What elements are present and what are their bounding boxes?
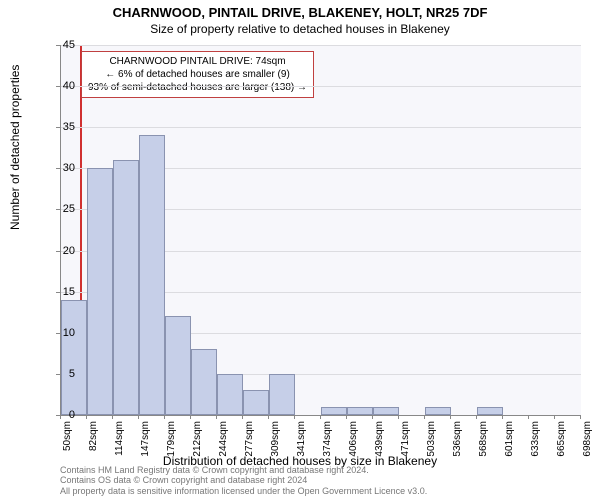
y-tick-label: 25 — [45, 203, 75, 215]
x-tick-mark — [138, 415, 139, 419]
y-tick-mark — [56, 292, 60, 293]
x-tick-mark — [294, 415, 295, 419]
x-tick-label: 503sqm — [426, 421, 437, 461]
x-tick-label: 82sqm — [88, 421, 99, 461]
x-tick-mark — [398, 415, 399, 419]
footer-attribution: Contains HM Land Registry data © Crown c… — [60, 465, 427, 497]
x-tick-mark — [528, 415, 529, 419]
x-tick-mark — [346, 415, 347, 419]
histogram-bar — [191, 349, 217, 415]
y-tick-mark — [56, 374, 60, 375]
histogram-bar — [87, 168, 113, 415]
footer-line3: All property data is sensitive informati… — [60, 486, 427, 497]
histogram-bar — [321, 407, 347, 415]
x-tick-label: 341sqm — [296, 421, 307, 461]
annotation-line3: 93% of semi-detached houses are larger (… — [88, 81, 307, 94]
x-tick-label: 212sqm — [192, 421, 203, 461]
x-tick-mark — [554, 415, 555, 419]
y-tick-mark — [56, 127, 60, 128]
y-tick-mark — [56, 45, 60, 46]
x-tick-mark — [580, 415, 581, 419]
x-tick-label: 244sqm — [218, 421, 229, 461]
x-tick-mark — [476, 415, 477, 419]
histogram-bar — [477, 407, 503, 415]
x-tick-label: 309sqm — [270, 421, 281, 461]
x-tick-label: 601sqm — [504, 421, 515, 461]
histogram-bar — [113, 160, 139, 415]
x-tick-mark — [450, 415, 451, 419]
y-axis-label: Number of detached properties — [8, 65, 22, 230]
x-tick-mark — [424, 415, 425, 419]
x-tick-label: 439sqm — [374, 421, 385, 461]
x-tick-mark — [164, 415, 165, 419]
x-tick-label: 277sqm — [244, 421, 255, 461]
x-tick-label: 633sqm — [530, 421, 541, 461]
y-tick-label: 30 — [45, 162, 75, 174]
x-tick-mark — [112, 415, 113, 419]
histogram-bar — [373, 407, 399, 415]
y-tick-mark — [56, 251, 60, 252]
x-tick-mark — [216, 415, 217, 419]
y-tick-mark — [56, 209, 60, 210]
x-tick-mark — [242, 415, 243, 419]
y-tick-label: 5 — [45, 368, 75, 380]
x-tick-label: 665sqm — [556, 421, 567, 461]
x-tick-label: 471sqm — [400, 421, 411, 461]
footer-line2: Contains OS data © Crown copyright and d… — [60, 475, 427, 486]
histogram-bar — [139, 135, 165, 415]
y-tick-mark — [56, 168, 60, 169]
y-tick-label: 10 — [45, 327, 75, 339]
y-tick-label: 40 — [45, 80, 75, 92]
gridline — [61, 45, 581, 46]
gridline — [61, 127, 581, 128]
histogram-bar — [165, 316, 191, 415]
annotation-callout: CHARNWOOD PINTAIL DRIVE: 74sqm ← 6% of d… — [81, 51, 314, 98]
histogram-bar — [269, 374, 295, 415]
chart-title-main: CHARNWOOD, PINTAIL DRIVE, BLAKENEY, HOLT… — [0, 5, 600, 20]
histogram-bar — [243, 390, 269, 415]
y-tick-label: 15 — [45, 286, 75, 298]
x-tick-label: 147sqm — [140, 421, 151, 461]
chart-title-sub: Size of property relative to detached ho… — [0, 22, 600, 36]
y-tick-mark — [56, 333, 60, 334]
y-tick-label: 20 — [45, 245, 75, 257]
x-tick-label: 114sqm — [114, 421, 125, 461]
annotation-line2: ← 6% of detached houses are smaller (9) — [88, 68, 307, 81]
y-tick-label: 45 — [45, 39, 75, 51]
x-tick-mark — [86, 415, 87, 419]
x-tick-label: 179sqm — [166, 421, 177, 461]
x-tick-label: 374sqm — [322, 421, 333, 461]
y-tick-label: 35 — [45, 121, 75, 133]
x-tick-mark — [502, 415, 503, 419]
y-tick-mark — [56, 86, 60, 87]
x-tick-label: 536sqm — [452, 421, 463, 461]
x-tick-label: 406sqm — [348, 421, 359, 461]
x-tick-mark — [60, 415, 61, 419]
footer-line1: Contains HM Land Registry data © Crown c… — [60, 465, 427, 476]
gridline — [61, 86, 581, 87]
histogram-bar — [347, 407, 373, 415]
x-tick-mark — [320, 415, 321, 419]
x-tick-label: 568sqm — [478, 421, 489, 461]
chart-plot-area: CHARNWOOD PINTAIL DRIVE: 74sqm ← 6% of d… — [60, 45, 581, 416]
annotation-line1: CHARNWOOD PINTAIL DRIVE: 74sqm — [88, 55, 307, 68]
x-tick-label: 698sqm — [582, 421, 593, 461]
histogram-bar — [217, 374, 243, 415]
x-tick-mark — [268, 415, 269, 419]
histogram-bar — [425, 407, 451, 415]
x-tick-mark — [372, 415, 373, 419]
x-tick-mark — [190, 415, 191, 419]
histogram-bar — [61, 300, 87, 415]
x-tick-label: 50sqm — [62, 421, 73, 461]
